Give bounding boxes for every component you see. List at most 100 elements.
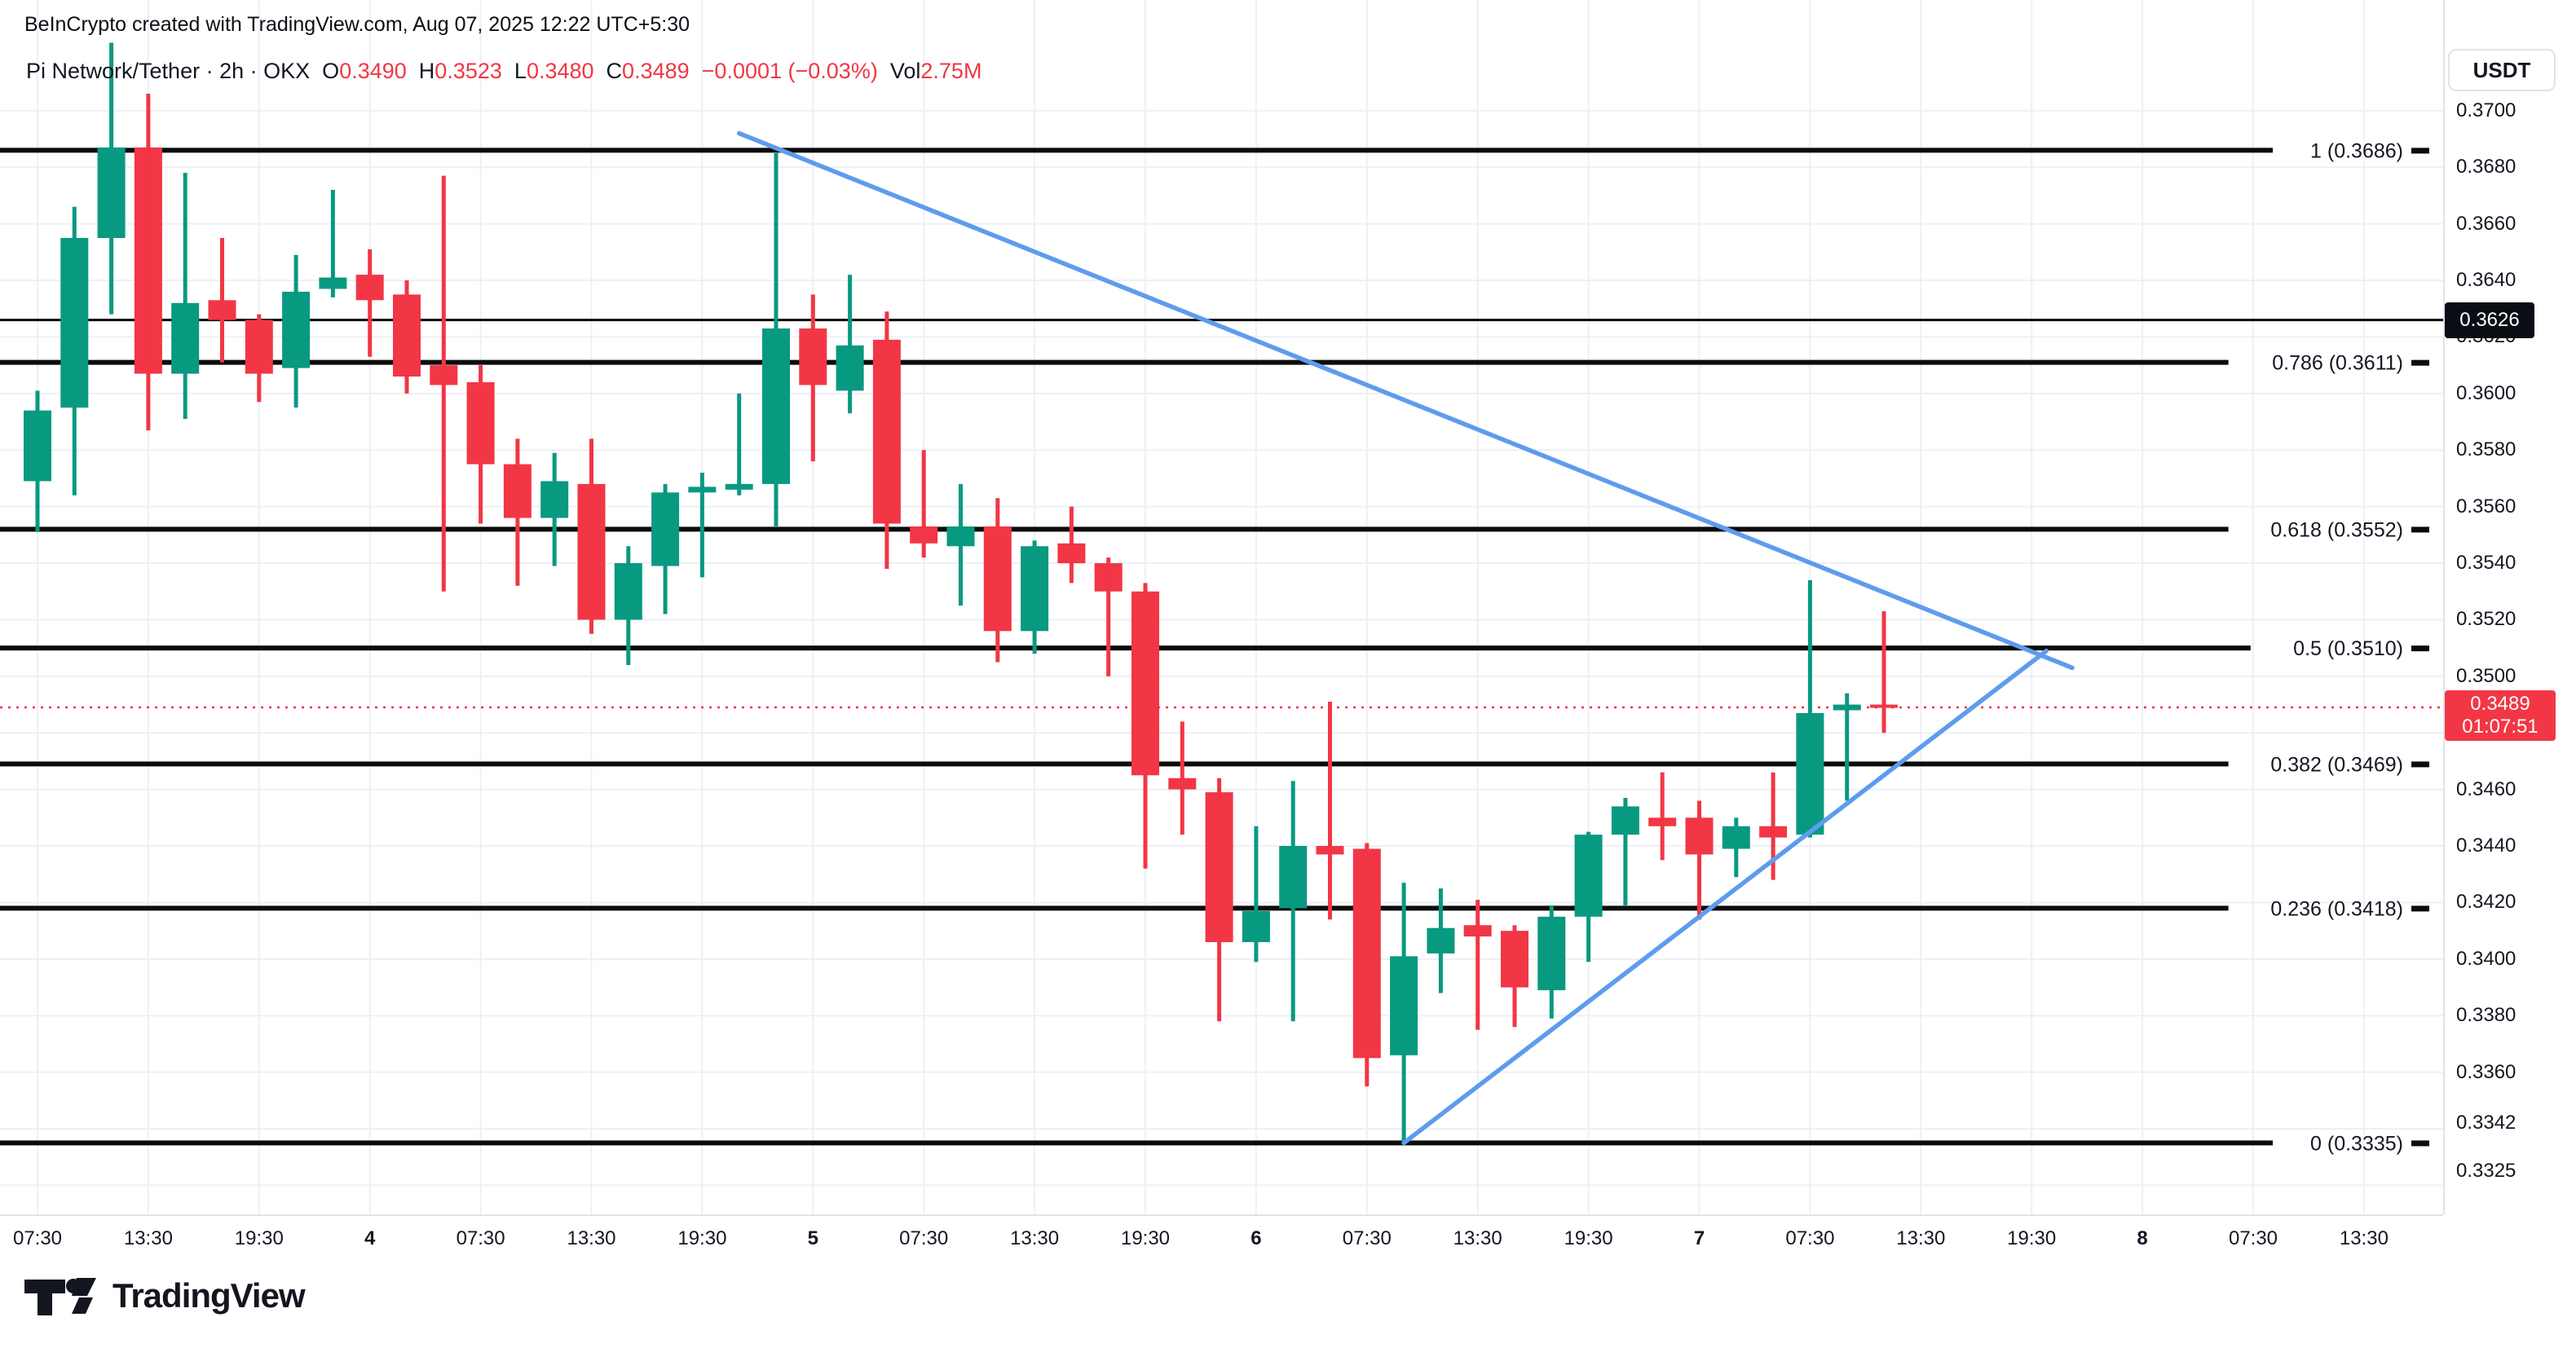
candle[interactable] bbox=[319, 189, 347, 297]
price-chart[interactable]: 1 (0.3686) 0.786 (0.3611) 0.618 (0.3552) 0.… bbox=[0, 0, 2443, 1214]
candle[interactable] bbox=[799, 294, 827, 462]
ascending-support-trendline[interactable] bbox=[1401, 648, 2049, 1146]
time-label: 07:30 bbox=[1785, 1227, 1835, 1249]
descending-resistance-trendline[interactable] bbox=[736, 130, 2075, 671]
candle[interactable] bbox=[466, 365, 495, 524]
candle[interactable] bbox=[1611, 798, 1639, 905]
candle[interactable] bbox=[910, 450, 938, 558]
change-value: −0.0001 (−0.03%) bbox=[701, 59, 878, 83]
candle-body bbox=[1021, 546, 1049, 632]
candle[interactable] bbox=[614, 546, 642, 665]
candle[interactable] bbox=[688, 472, 717, 578]
time-label: 19:30 bbox=[234, 1227, 284, 1249]
fib-level-tick bbox=[2411, 761, 2429, 768]
candle[interactable] bbox=[1537, 905, 1566, 1019]
time-label: 07:30 bbox=[2228, 1227, 2278, 1249]
tradingview-logo-icon bbox=[24, 1278, 96, 1315]
price-tick-label: 0.3420 bbox=[2456, 891, 2516, 914]
candle[interactable] bbox=[872, 311, 901, 569]
price-tick-label: 0.3520 bbox=[2456, 608, 2516, 631]
candle[interactable] bbox=[430, 175, 458, 592]
time-axis[interactable]: 07:30 13:30 19:30 4 07:30 13:30 19:30 5 07:30 13:… bbox=[0, 1214, 2443, 1262]
legend-separator-2: · bbox=[244, 59, 264, 83]
candle[interactable] bbox=[1427, 888, 1455, 993]
time-label: 07:30 bbox=[899, 1227, 949, 1249]
currency-toggle-button[interactable]: USDT bbox=[2448, 49, 2556, 91]
candle-body bbox=[393, 294, 421, 377]
candle[interactable] bbox=[836, 275, 864, 414]
candle[interactable] bbox=[97, 42, 126, 315]
candle[interactable] bbox=[1021, 540, 1049, 654]
candle-body bbox=[836, 345, 864, 391]
candle[interactable] bbox=[1057, 506, 1086, 584]
candle[interactable] bbox=[1833, 693, 1861, 801]
candle[interactable] bbox=[393, 280, 421, 394]
volume-value: 2.75M bbox=[920, 59, 982, 83]
watermark: BeInCrypto created with TradingView.com,… bbox=[24, 13, 690, 37]
candle[interactable] bbox=[946, 483, 975, 606]
symbol-name[interactable]: Pi Network/Tether bbox=[26, 59, 201, 83]
candle[interactable] bbox=[1316, 702, 1344, 920]
candle[interactable] bbox=[503, 438, 532, 586]
fib-level-label: 1 (0.3686) bbox=[2310, 139, 2403, 162]
grid bbox=[0, 0, 2443, 1214]
candle[interactable] bbox=[60, 206, 89, 496]
candle[interactable] bbox=[577, 438, 606, 634]
candle-body bbox=[1722, 826, 1750, 849]
candle-body bbox=[1094, 563, 1123, 592]
candle-body bbox=[1242, 910, 1270, 943]
price-axis[interactable]: 0.37000.36800.36600.36400.36200.36000.35… bbox=[2443, 0, 2576, 1214]
open-value: 0.3490 bbox=[339, 59, 407, 83]
candle[interactable] bbox=[134, 94, 162, 430]
candle[interactable] bbox=[1390, 883, 1418, 1143]
candle[interactable] bbox=[171, 173, 200, 420]
candle[interactable] bbox=[1648, 772, 1677, 861]
fib-level-label: 0.786 (0.3611) bbox=[2272, 352, 2403, 375]
candle[interactable] bbox=[1796, 579, 1824, 838]
candle[interactable] bbox=[1352, 843, 1381, 1086]
candle-body bbox=[503, 464, 532, 518]
candle[interactable] bbox=[1501, 925, 1528, 1028]
candle-body bbox=[946, 526, 975, 547]
candle-body bbox=[171, 302, 200, 374]
candle[interactable] bbox=[1279, 781, 1308, 1022]
candle[interactable] bbox=[762, 152, 790, 526]
price-tick-label: 0.3325 bbox=[2456, 1160, 2516, 1183]
candle[interactable] bbox=[24, 390, 51, 532]
symbol-legend[interactable]: Pi Network/Tether · 2h · OKX O0.3490 H0.… bbox=[26, 59, 981, 84]
candle-body bbox=[1427, 927, 1455, 954]
level-price-value: 0.3626 bbox=[2459, 308, 2520, 331]
timeframe[interactable]: 2h bbox=[219, 59, 245, 83]
candle[interactable] bbox=[282, 254, 311, 408]
candle[interactable] bbox=[725, 393, 753, 496]
candle[interactable] bbox=[245, 314, 273, 403]
candle[interactable] bbox=[1574, 831, 1603, 963]
fib-level-tick bbox=[2411, 526, 2429, 533]
candle[interactable] bbox=[1094, 557, 1123, 676]
candle[interactable] bbox=[1685, 800, 1714, 920]
candle-body bbox=[1057, 543, 1086, 564]
candle-body bbox=[614, 563, 642, 620]
candle[interactable] bbox=[1759, 772, 1788, 880]
candle[interactable] bbox=[1870, 611, 1898, 733]
candle-body bbox=[97, 147, 126, 238]
candle[interactable] bbox=[1168, 721, 1197, 835]
candle[interactable] bbox=[540, 452, 569, 566]
tradingview-logo[interactable]: TradingView bbox=[23, 1273, 306, 1319]
candle[interactable] bbox=[1242, 826, 1270, 963]
candle[interactable] bbox=[208, 237, 236, 363]
candle[interactable] bbox=[1205, 778, 1233, 1022]
time-label: 13:30 bbox=[567, 1227, 616, 1249]
price-tick-label: 0.3380 bbox=[2456, 1004, 2516, 1027]
candle[interactable] bbox=[983, 498, 1012, 663]
time-label: 13:30 bbox=[123, 1227, 173, 1249]
candle-body bbox=[282, 291, 311, 368]
candle-body bbox=[910, 526, 938, 544]
candle[interactable] bbox=[1722, 817, 1750, 878]
time-label: 19:30 bbox=[1120, 1227, 1171, 1249]
candle[interactable] bbox=[1463, 899, 1492, 1030]
candle[interactable] bbox=[651, 483, 680, 615]
candle[interactable] bbox=[355, 249, 384, 357]
fib-retracement[interactable]: 1 (0.3686) 0.786 (0.3611) 0.618 (0.3552) 0.… bbox=[0, 139, 2429, 1155]
candle[interactable] bbox=[1131, 583, 1159, 869]
